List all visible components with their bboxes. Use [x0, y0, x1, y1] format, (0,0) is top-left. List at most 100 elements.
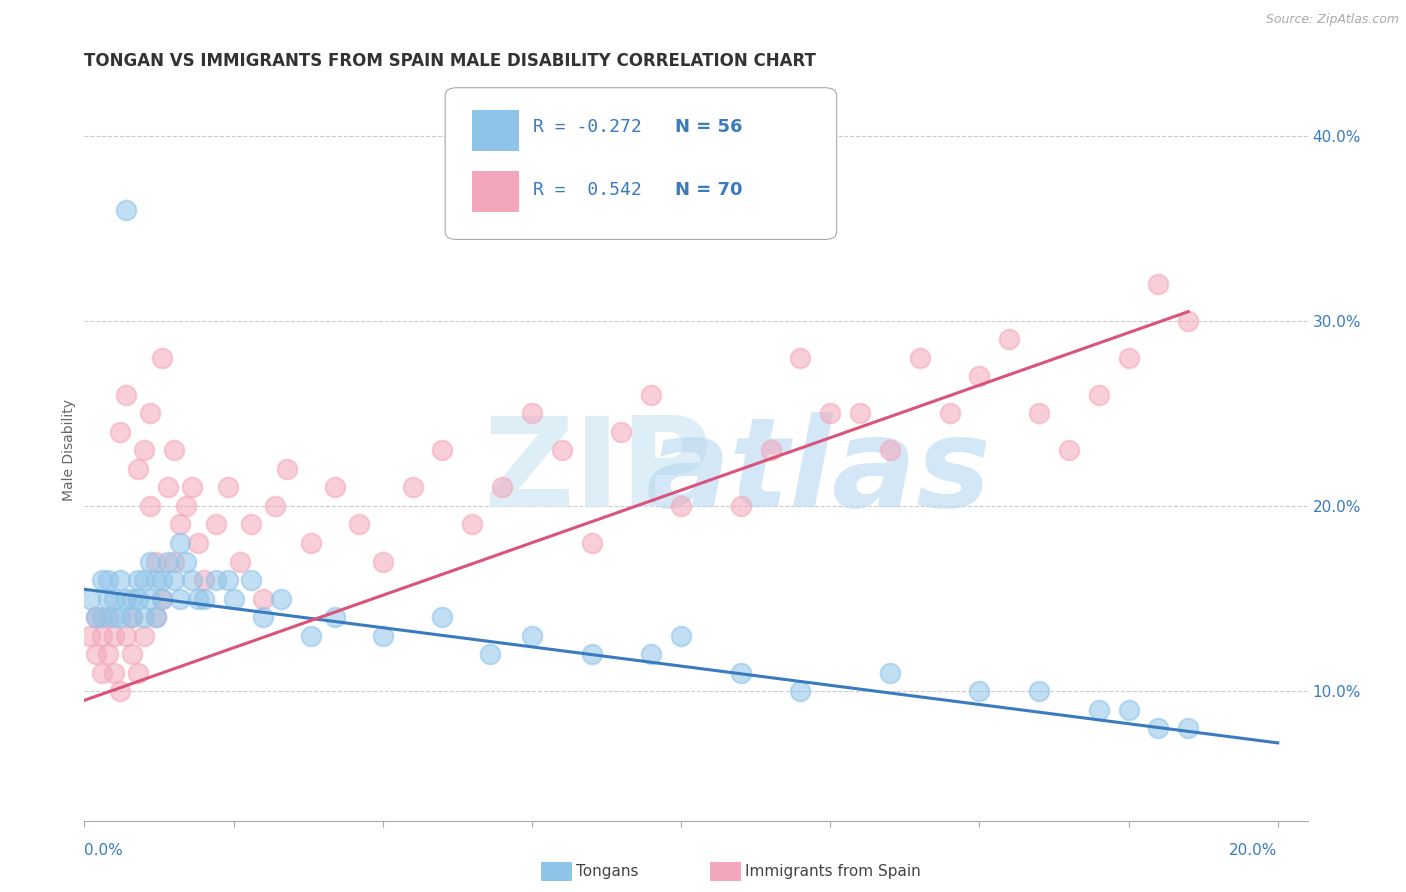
Point [150, 591, 173, 606]
Text: 20.0%: 20.0% [1229, 843, 1278, 858]
Point [103, 628, 125, 642]
Text: N = 70: N = 70 [675, 181, 742, 199]
Point [730, 665, 752, 680]
Point [163, 443, 186, 458]
Point [1147, 721, 1170, 735]
Point [491, 481, 513, 495]
Point [581, 536, 603, 550]
Point [299, 536, 322, 550]
Point [193, 591, 215, 606]
Point [91, 628, 114, 642]
Point [163, 554, 186, 569]
Point [127, 573, 149, 587]
Point [270, 591, 292, 606]
Point [163, 573, 186, 587]
Point [998, 333, 1021, 347]
Point [103, 610, 125, 624]
Point [1177, 314, 1199, 328]
Point [115, 202, 138, 217]
Point [640, 647, 662, 661]
Point [1087, 703, 1109, 717]
Text: Tongans: Tongans [576, 864, 638, 879]
Point [1028, 407, 1050, 421]
Point [139, 554, 162, 569]
Point [103, 665, 125, 680]
Point [1118, 703, 1140, 717]
Point [150, 573, 173, 587]
Point [551, 443, 574, 458]
Point [730, 499, 752, 513]
Point [669, 499, 692, 513]
Text: atlas: atlas [645, 412, 991, 533]
FancyBboxPatch shape [446, 87, 837, 239]
Point [150, 351, 173, 365]
Point [79, 591, 101, 606]
Point [222, 591, 245, 606]
Point [121, 610, 143, 624]
Point [401, 481, 423, 495]
Point [1147, 277, 1170, 291]
Point [969, 369, 991, 384]
Point [108, 684, 131, 698]
Point [193, 573, 215, 587]
Point [187, 536, 209, 550]
Point [879, 443, 901, 458]
Point [174, 499, 197, 513]
Point [145, 610, 167, 624]
Point [299, 628, 322, 642]
FancyBboxPatch shape [472, 110, 519, 151]
Point [461, 517, 484, 532]
Point [108, 425, 131, 439]
Point [252, 610, 274, 624]
Point [121, 647, 143, 661]
Point [228, 554, 250, 569]
Text: 0.0%: 0.0% [84, 843, 124, 858]
Point [371, 554, 394, 569]
Point [132, 610, 155, 624]
Point [115, 591, 138, 606]
Point [139, 591, 162, 606]
Text: R = -0.272: R = -0.272 [533, 118, 643, 136]
Point [132, 573, 155, 587]
Point [174, 554, 197, 569]
Text: N = 56: N = 56 [675, 118, 742, 136]
Point [150, 591, 173, 606]
Point [520, 628, 543, 642]
Point [581, 647, 603, 661]
Point [145, 610, 167, 624]
Point [252, 591, 274, 606]
Y-axis label: Male Disability: Male Disability [62, 400, 76, 501]
Point [169, 591, 191, 606]
Point [145, 573, 167, 587]
Point [84, 647, 107, 661]
Point [640, 388, 662, 402]
Point [132, 628, 155, 642]
Point [97, 573, 120, 587]
Point [669, 628, 692, 642]
Text: Source: ZipAtlas.com: Source: ZipAtlas.com [1265, 13, 1399, 27]
Point [132, 443, 155, 458]
Point [1057, 443, 1080, 458]
Point [759, 443, 782, 458]
Point [139, 499, 162, 513]
Point [97, 647, 120, 661]
Point [91, 573, 114, 587]
Point [217, 573, 239, 587]
Point [323, 610, 346, 624]
Point [91, 610, 114, 624]
Point [115, 628, 138, 642]
Point [103, 591, 125, 606]
Point [610, 425, 633, 439]
Point [127, 462, 149, 476]
Point [139, 407, 162, 421]
Point [145, 554, 167, 569]
Point [240, 573, 263, 587]
Point [276, 462, 298, 476]
Point [121, 591, 143, 606]
Point [264, 499, 287, 513]
Point [969, 684, 991, 698]
Point [879, 665, 901, 680]
Point [79, 628, 101, 642]
Point [908, 351, 931, 365]
Point [204, 517, 226, 532]
